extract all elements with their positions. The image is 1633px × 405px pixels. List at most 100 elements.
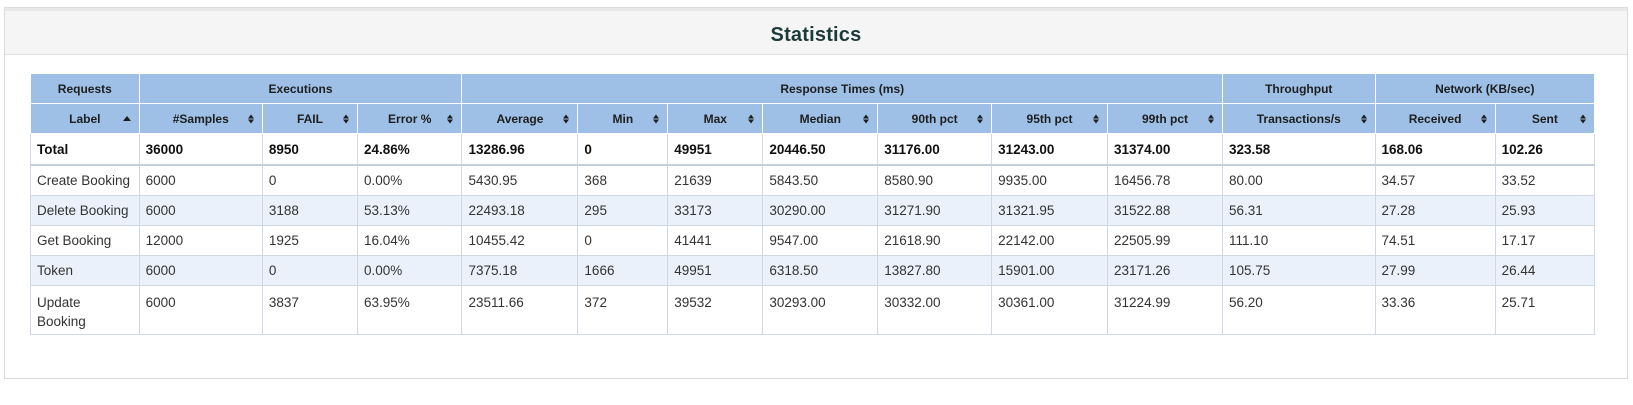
table-cell: 30290.00: [762, 195, 879, 226]
table-cell: 49951: [667, 255, 764, 286]
column-header-label: Max: [703, 111, 727, 126]
table-cell: 27.28: [1374, 195, 1496, 226]
column-header-label: #Samples: [172, 111, 229, 126]
column-header-90th-pct[interactable]: 90th pct: [877, 103, 993, 134]
sort-icon[interactable]: [748, 114, 755, 123]
table-cell: 31522.88: [1107, 195, 1223, 226]
group-header-network: Network (KB/sec): [1374, 73, 1596, 104]
sort-icon[interactable]: [1093, 114, 1100, 123]
column-header-error[interactable]: Error %: [356, 103, 463, 134]
table-cell: 1666: [577, 255, 669, 286]
table-cell: 21618.90: [877, 225, 993, 256]
table-cell: 5843.50: [762, 164, 879, 196]
table-cell: 30293.00: [762, 285, 879, 335]
row-label-cell: Get Booking: [30, 225, 140, 256]
column-header-transactions-s[interactable]: Transactions/s: [1222, 103, 1376, 134]
column-header-median[interactable]: Median: [762, 103, 879, 134]
table-cell: 31321.95: [991, 195, 1109, 226]
panel-heading[interactable]: Statistics: [5, 8, 1627, 55]
sort-icon[interactable]: [1480, 114, 1487, 123]
sort-icon[interactable]: [977, 114, 984, 123]
column-header-99th-pct[interactable]: 99th pct: [1107, 103, 1223, 134]
statistics-table: Requests Executions Response Times (ms) …: [30, 73, 1596, 335]
column-header-label: Median: [799, 111, 841, 126]
total-row: Total 36000 8950 24.86% 13286.96 0 49951 20446.…: [30, 133, 1596, 166]
table-cell: 3837: [261, 285, 358, 335]
table-cell: 20446.50: [762, 133, 879, 166]
column-header-row: Label #Samples FAIL Error % Average Min Max Med…: [30, 103, 1596, 134]
column-header-label: Min: [612, 111, 634, 126]
table-cell: 17.17: [1494, 225, 1596, 256]
table-cell: 7375.18: [461, 255, 579, 286]
row-label-cell: Token: [30, 255, 140, 286]
table-cell: 8580.90: [877, 164, 993, 196]
column-header-label: Transactions/s: [1256, 111, 1341, 126]
group-header-response-times: Response Times (ms): [461, 73, 1223, 104]
table-cell: 15901.00: [991, 255, 1109, 286]
column-header-label: Sent: [1531, 111, 1558, 126]
table-cell: 3188: [261, 195, 358, 226]
column-header-sent[interactable]: Sent: [1494, 103, 1596, 134]
table-cell: 80.00: [1222, 164, 1376, 196]
table-cell: 0: [577, 133, 669, 166]
table-cell: 49951: [667, 133, 764, 166]
column-header-label: 90th pct: [911, 111, 958, 126]
sort-icon[interactable]: [1208, 114, 1214, 123]
group-header-executions: Executions: [138, 73, 463, 104]
table-cell: 16.04%: [356, 225, 463, 256]
table-cell: 102.26: [1494, 133, 1596, 166]
table-cell: 10455.42: [461, 225, 579, 256]
table-cell: 111.10: [1222, 225, 1376, 256]
group-header-throughput: Throughput: [1222, 73, 1376, 104]
table-cell: 1925: [261, 225, 358, 256]
column-header-max[interactable]: Max: [667, 103, 764, 134]
table-cell: 63.95%: [356, 285, 463, 335]
table-cell: 0.00%: [356, 164, 463, 196]
table-cell: 13827.80: [877, 255, 993, 286]
sort-icon[interactable]: [342, 114, 349, 123]
table-cell: 6000: [138, 255, 263, 286]
sort-icon[interactable]: [563, 114, 570, 123]
column-header-label: FAIL: [296, 111, 323, 126]
sort-icon[interactable]: [247, 114, 254, 123]
column-header-min[interactable]: Min: [577, 103, 669, 134]
column-header-fail[interactable]: FAIL: [261, 103, 358, 134]
sort-icon[interactable]: [863, 114, 870, 123]
table-cell: 0: [261, 164, 358, 196]
table-cell: 33.36: [1374, 285, 1496, 335]
table-cell: 31176.00: [877, 133, 993, 166]
sort-ascending-icon[interactable]: [122, 115, 131, 122]
table-cell: 31374.00: [1107, 133, 1223, 166]
table-cell: 39532: [667, 285, 764, 335]
table-cell: 56.31: [1222, 195, 1376, 226]
table-cell: 6000: [138, 164, 263, 196]
table-cell: 9547.00: [762, 225, 879, 256]
table-cell: 31224.99: [1107, 285, 1223, 335]
sort-icon[interactable]: [653, 114, 660, 123]
table-cell: 22505.99: [1107, 225, 1223, 256]
table-cell: 9935.00: [991, 164, 1109, 196]
column-header-label[interactable]: Label: [30, 103, 140, 134]
column-header-samples[interactable]: #Samples: [138, 103, 263, 134]
table-cell: 6000: [138, 195, 263, 226]
table-cell: 74.51: [1374, 225, 1496, 256]
table-row: Create Booking 6000 0 0.00% 5430.95 368 21639 5…: [30, 164, 1596, 196]
table-cell: 26.44: [1494, 255, 1596, 286]
row-label-cell: Delete Booking: [30, 195, 140, 226]
table-cell: 16456.78: [1107, 164, 1223, 196]
table-cell: 41441: [667, 225, 764, 256]
statistics-table-body: Total 36000 8950 24.86% 13286.96 0 49951 20446.…: [30, 133, 1596, 335]
column-header-received[interactable]: Received: [1374, 103, 1496, 134]
table-cell: 22493.18: [461, 195, 579, 226]
column-header-average[interactable]: Average: [461, 103, 579, 134]
column-header-label: Label: [69, 111, 101, 126]
sort-icon[interactable]: [447, 114, 454, 123]
table-cell: 0: [577, 225, 669, 256]
table-cell: 30332.00: [877, 285, 993, 335]
table-cell: 36000: [138, 133, 263, 166]
sort-icon[interactable]: [1360, 114, 1367, 123]
sort-icon[interactable]: [1580, 114, 1586, 123]
column-header-95th-pct[interactable]: 95th pct: [991, 103, 1109, 134]
statistics-table-container: Requests Executions Response Times (ms) …: [30, 73, 1596, 335]
column-group-header-row: Requests Executions Response Times (ms) …: [30, 73, 1596, 104]
